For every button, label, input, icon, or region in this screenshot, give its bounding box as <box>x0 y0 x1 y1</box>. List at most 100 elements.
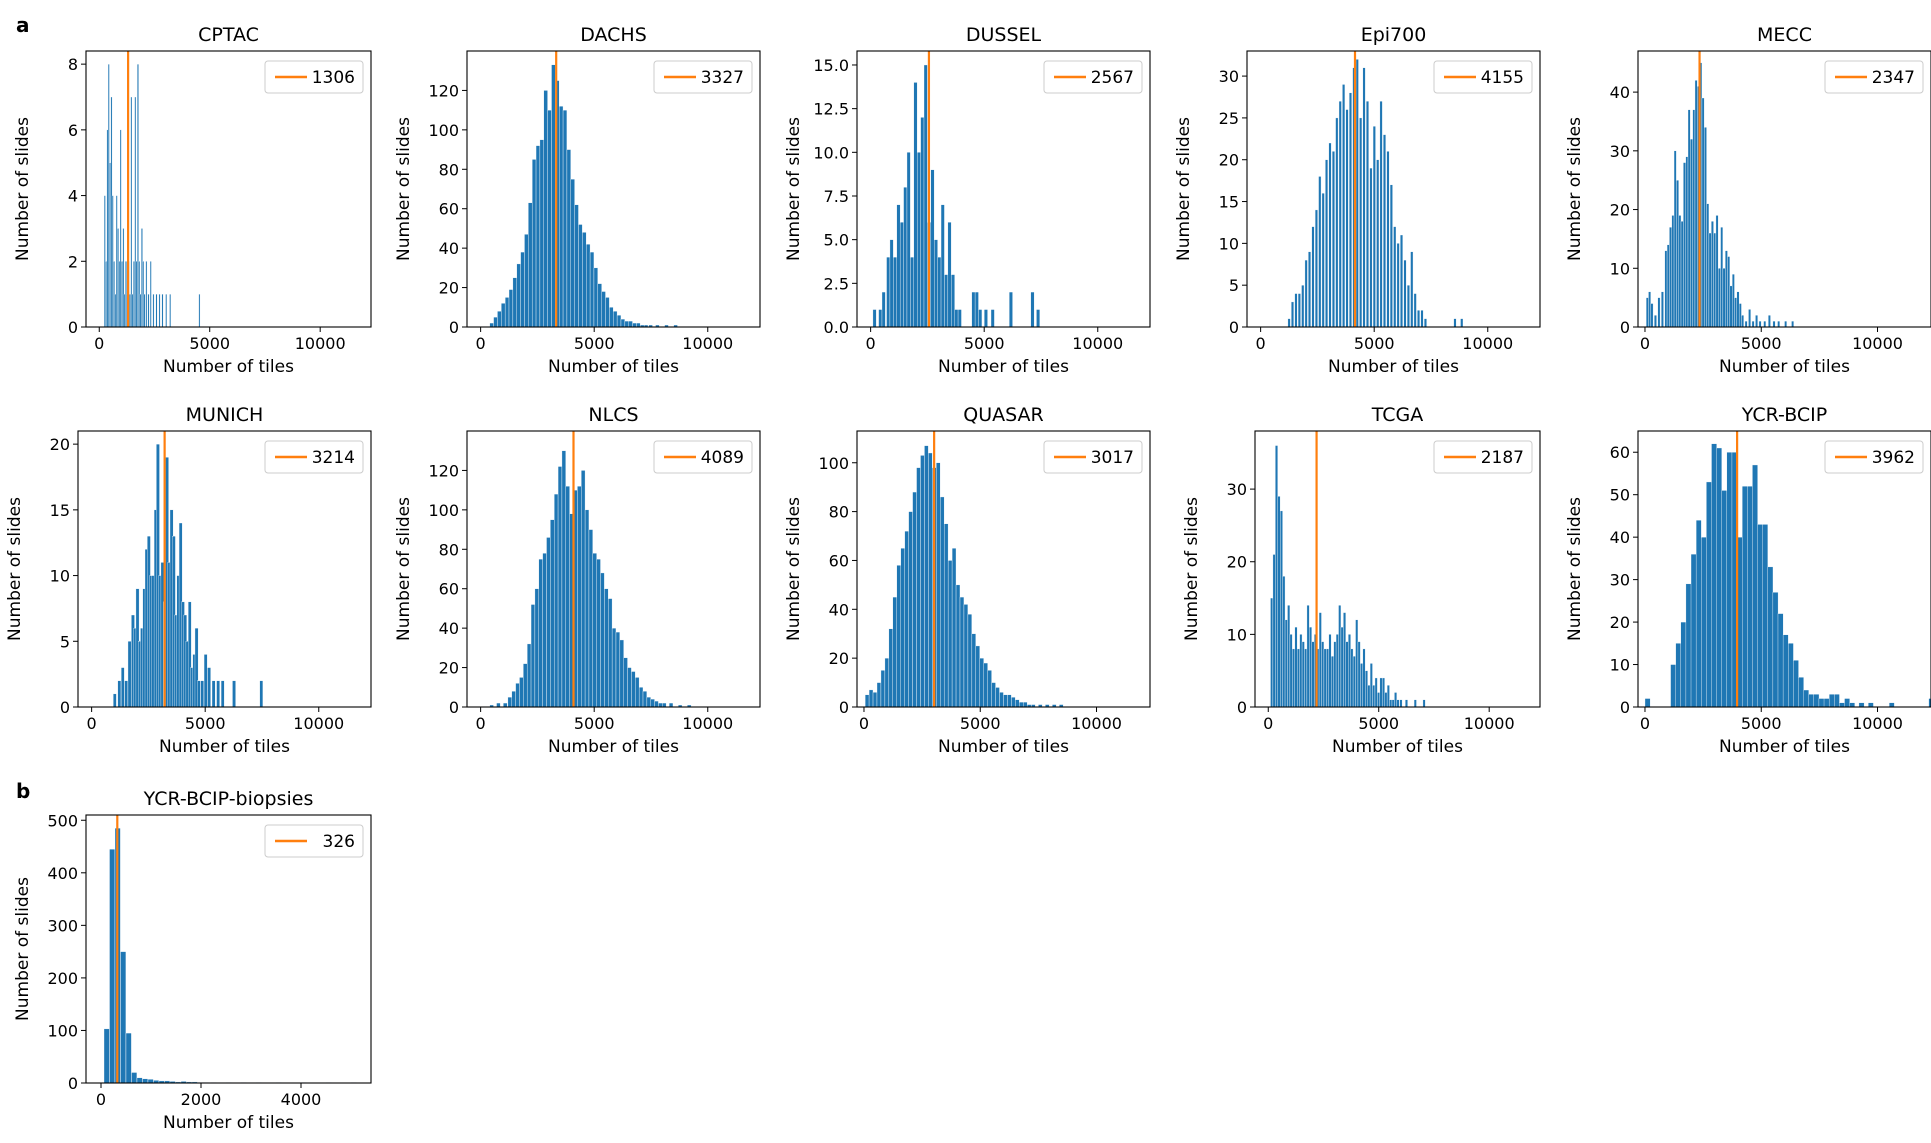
histogram-bar <box>646 696 651 707</box>
histogram-bar <box>944 274 949 327</box>
histogram-bar <box>119 129 122 327</box>
histogram-bar <box>503 702 508 707</box>
histogram-bar <box>1868 702 1874 707</box>
x-axis-label: Number of tiles <box>548 357 679 377</box>
histogram-bar <box>954 309 959 327</box>
histogram-bar <box>1352 655 1356 707</box>
bars <box>103 827 357 1083</box>
histogram-bar <box>605 297 610 327</box>
histogram-bar <box>1335 117 1339 327</box>
histogram-bar <box>896 565 901 707</box>
histogram-bar <box>578 224 583 327</box>
histogram-bar <box>1670 664 1676 707</box>
histogram-bar <box>1377 692 1381 707</box>
y-tick-label: 2.5 <box>824 274 849 293</box>
histogram-bar <box>668 702 674 707</box>
y-tick-label: 0 <box>68 318 78 337</box>
histogram-bar <box>1321 641 1325 707</box>
legend-entry: 2347 <box>1872 68 1915 88</box>
chart-title: NLCS <box>588 404 638 426</box>
histogram-bar <box>562 109 568 327</box>
y-tick-label: 0 <box>60 698 70 717</box>
y-tick-label: 10 <box>1610 656 1630 675</box>
histogram-bar <box>1374 677 1378 707</box>
histogram-bar <box>559 106 564 327</box>
panel-label-b: b <box>16 779 30 803</box>
histogram-bar <box>991 682 996 707</box>
histogram-bar <box>1331 151 1335 327</box>
histogram-bar <box>557 466 563 707</box>
histogram-bar <box>1453 318 1457 327</box>
legend-entry: 3017 <box>1091 448 1134 468</box>
histogram-bar <box>1403 259 1407 327</box>
histogram-bar <box>142 1078 149 1083</box>
histogram-bar <box>1732 273 1735 327</box>
histogram-bar <box>203 654 208 707</box>
y-axis-label: Number of slides <box>394 497 414 641</box>
histogram-bar <box>147 1079 154 1083</box>
histogram-bar <box>550 519 555 707</box>
histogram-bar <box>1823 698 1830 707</box>
y-tick-label: 0 <box>68 1074 78 1093</box>
histogram-bar <box>880 670 886 707</box>
y-axis-label: Number of slides <box>13 877 33 1021</box>
histogram-bar <box>1791 320 1794 327</box>
histogram-bar <box>1011 697 1016 707</box>
y-tick-label: 40 <box>829 600 849 619</box>
x-axis-label: Number of tiles <box>548 737 679 757</box>
histogram-bar <box>1348 634 1351 707</box>
y-tick-label: 0 <box>449 698 459 717</box>
legend: 1306 <box>264 60 364 94</box>
histogram-bar <box>574 204 579 327</box>
histogram-bar <box>1752 464 1758 707</box>
x-axis-label: Number of tiles <box>1719 737 1850 757</box>
x-tick-label: 4000 <box>281 1090 322 1109</box>
histogram-bar <box>593 267 598 327</box>
histogram-bar <box>145 261 148 327</box>
histogram-bar <box>900 548 905 707</box>
histogram-panel: 0 5000 10000 0 2 4 6 8 CPTAC Number of tiles Numbe… <box>13 24 372 377</box>
histogram-bar <box>1325 159 1329 327</box>
y-tick-label: 15.0 <box>813 56 849 75</box>
histogram-bar <box>983 662 988 707</box>
histogram-bar <box>1282 576 1286 707</box>
x-tick-label: 0 <box>87 714 97 733</box>
histogram-bar <box>512 277 517 327</box>
histogram-bar <box>1758 320 1762 327</box>
chart-title: DACHS <box>580 24 647 46</box>
histogram-bar <box>1405 699 1408 707</box>
histogram-bar <box>147 293 150 327</box>
histogram-bar <box>904 530 909 707</box>
legend: 3962 <box>1824 440 1924 474</box>
histogram-bar <box>608 598 613 707</box>
x-axis-label: Number of tiles <box>1719 357 1850 377</box>
histogram-bar <box>1331 655 1334 707</box>
histogram-bar <box>497 311 502 327</box>
histogram-bar <box>1460 318 1464 327</box>
histogram-panel: 0 5000 10000 0 10 20 30 40 50 60 YCR-BCIP Number of… <box>1565 404 1931 757</box>
legend-entry: 1306 <box>312 68 355 88</box>
histogram-bar <box>1928 698 1931 707</box>
histogram-bar <box>113 693 117 707</box>
histogram-bar <box>940 496 945 707</box>
histogram-bar <box>1664 250 1668 327</box>
y-tick-label: 10 <box>1227 625 1247 644</box>
y-tick-label: 15 <box>1219 193 1239 212</box>
plot-frame <box>1637 50 1931 328</box>
histogram-bar <box>131 1072 138 1083</box>
histogram-bar <box>1323 648 1327 707</box>
histogram-bar <box>1690 553 1697 707</box>
x-tick-label: 5000 <box>964 334 1005 353</box>
bars <box>1644 443 1931 707</box>
histogram-bar <box>516 263 521 327</box>
histogram-bar <box>597 283 602 327</box>
x-tick-label: 0 <box>866 334 876 353</box>
histogram-bar <box>872 692 878 707</box>
histogram-bar <box>886 256 891 327</box>
histogram-bar <box>1727 256 1731 327</box>
y-tick-label: 7.5 <box>824 187 849 206</box>
histogram-bar <box>967 614 973 707</box>
legend-box <box>264 824 364 858</box>
x-axis-label: Number of tiles <box>938 357 1069 377</box>
histogram-bar <box>198 293 201 327</box>
